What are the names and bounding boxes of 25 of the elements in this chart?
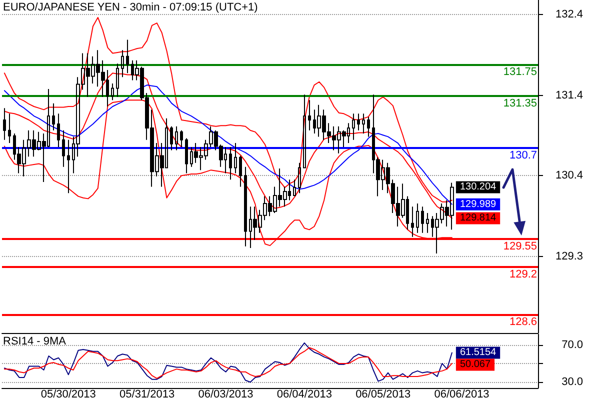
data-label: 50.067 xyxy=(460,359,491,370)
chart-title: RSI14 - 9MA xyxy=(3,336,67,348)
ref-line-label: 129.2 xyxy=(509,268,537,281)
x-tick-label: 06/06/2013 xyxy=(434,388,490,400)
y-tick-label: 131.4 xyxy=(555,89,583,102)
x-tick-label: 06/04/2013 xyxy=(276,388,332,400)
ref-line-label: 128.6 xyxy=(509,316,537,328)
x-tick-label: 05/30/2013 xyxy=(40,388,96,400)
y-tick-label: 70.0 xyxy=(562,338,583,351)
y-tick-label: 30.0 xyxy=(562,376,583,388)
ref-line-label: 130.7 xyxy=(509,149,537,162)
data-label: 61.5154 xyxy=(460,347,497,358)
data-label: 129.814 xyxy=(460,212,497,224)
data-label: 129.989 xyxy=(460,198,497,210)
x-tick-label: 06/05/2013 xyxy=(356,388,411,400)
ref-line-label: 129.55 xyxy=(503,240,537,253)
chart-title: EURO/JAPANESE YEN - 30min - 07:09:15 (UTC+1) xyxy=(3,2,258,14)
x-tick-label: 05/31/2013 xyxy=(120,388,175,400)
x-tick-label: 06/03/2013 xyxy=(198,388,254,400)
text: 130.204 xyxy=(460,182,496,193)
y-tick-label: 130.4 xyxy=(555,170,583,182)
y-tick-label: 132.4 xyxy=(555,8,583,20)
y-tick-label: 129.3 xyxy=(555,250,583,263)
ref-line-label: 131.35 xyxy=(503,98,537,110)
ref-line-label: 131.75 xyxy=(503,66,537,78)
